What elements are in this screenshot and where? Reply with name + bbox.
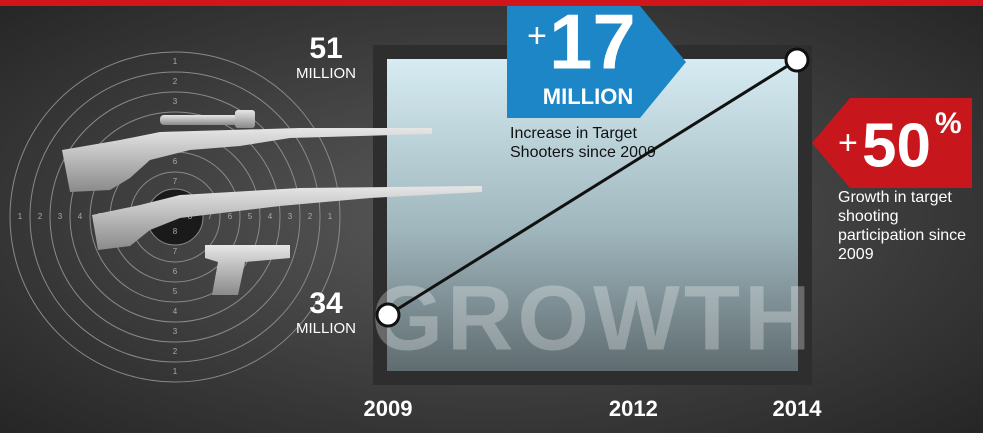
data-label: 34 [309,287,343,320]
point [375,302,401,328]
target-number: 4 [268,212,273,221]
pistol [205,245,290,295]
target-number: 5 [173,287,178,296]
rifle [92,186,482,250]
increase-banner [507,6,686,118]
target-number: 3 [173,97,178,106]
point [784,47,810,73]
watermark: GROWTH [371,267,814,369]
target-number: 2 [173,347,178,356]
target-number: 6 [173,267,178,276]
growth-prefix: + [838,124,858,162]
increase-prefix: + [527,17,547,55]
growth-suffix: % [935,107,962,140]
target-number: 6 [228,212,233,221]
target-number: 1 [173,367,178,376]
target-number: 2 [38,212,43,221]
target-number: 2 [173,77,178,86]
increase-unit: MILLION [543,84,633,109]
target-number: 7 [173,247,178,256]
rifle-scoped [62,110,432,192]
increase-number: 17 [549,0,636,86]
x-tick-label: 2009 [364,396,413,421]
target-number: 2 [308,212,313,221]
data-label-unit: MILLION [296,320,356,337]
x-tick-label: 2014 [773,396,823,421]
target-number: 1 [328,212,333,221]
increase-text: Increase in Target Shooters since 2009 [510,125,656,161]
target-number: 4 [173,307,178,316]
data-label-unit: MILLION [296,65,356,82]
target-number: 5 [248,212,253,221]
growth-number: 50 [862,111,931,180]
target-number: 7 [173,177,178,186]
target-number: 3 [288,212,293,221]
top-bar [0,0,983,6]
data-label: 51 [309,32,342,65]
line [387,58,798,317]
target-number: 1 [18,212,23,221]
target-number: 4 [78,212,83,221]
target-number: 3 [173,327,178,336]
target-number: 3 [58,212,63,221]
target-number: 7 [208,212,213,221]
growth-text: Growth in target shooting participation … [838,189,967,263]
target-number: 8 [173,227,178,236]
x-tick-label: 2012 [609,396,658,421]
target-number: 6 [173,157,178,166]
target-number: 1 [173,57,178,66]
growth-banner [812,98,972,188]
